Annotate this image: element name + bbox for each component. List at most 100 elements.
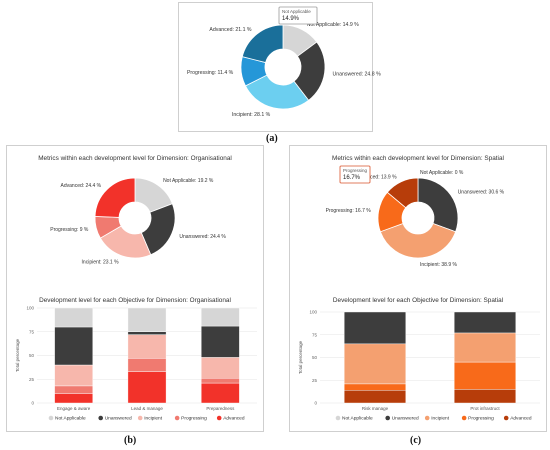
c-xtick-prot-infrastruct: Prot infrastruct [470, 406, 500, 411]
a-label-unanswered: Unanswered: 24.8 % [333, 72, 382, 78]
b-bar-incipient-engage-aware [54, 364, 93, 387]
a-label-progressing: Progressing: 11.4 % [187, 70, 234, 76]
c-slice-unanswered [417, 177, 459, 233]
c-legend-marker-advanced [503, 415, 509, 421]
b-xtick-preparedness: Preparedness [206, 406, 235, 411]
b-donut-title: Metrics within each development level fo… [38, 155, 232, 162]
c-bar-incipient-risk-manage [344, 343, 406, 385]
b-legend-marker-advanced [216, 415, 222, 421]
panel-b: Metrics within each development level fo… [6, 145, 264, 432]
c-legend-progressing: Progressing [468, 416, 494, 422]
c-slice-advanced [386, 177, 419, 209]
caption-b: (b) [124, 435, 137, 446]
c-bar-unanswered-risk-manage [344, 311, 406, 345]
c-ylabel: Total percentage [298, 340, 303, 374]
c-bar-advanced-prot-infrastruct [453, 389, 516, 404]
b-legend-not-applicable: Not Applicable [55, 416, 86, 422]
c-legend-marker-unanswered [385, 415, 390, 421]
c-label-not-applicable: Not Applicable: 0 % [420, 170, 464, 176]
b-bar-progressing-lead-manage [127, 358, 167, 372]
b-bar-advanced-lead-manage [127, 371, 167, 404]
b-bar-incipient-preparedness [201, 357, 240, 379]
c-slice-incipient [379, 222, 457, 259]
c-legend-not-applicable: Not Applicable [342, 416, 373, 422]
panel-c: Metrics within each development level fo… [289, 145, 547, 432]
caption-a: (a) [266, 133, 278, 144]
b-label-unanswered: Unanswered: 24.4 % [179, 234, 226, 240]
b-xtick-lead-manage: Lead & manage [131, 406, 163, 411]
c-ytick: 0 [314, 401, 317, 406]
panel-a: Not Applicable: 14.9 % Unanswered: 24.8 %… [178, 2, 381, 132]
charts-spatial: Metrics within each development level fo… [298, 155, 540, 422]
c-xtick-risk-manage: Risk manage [362, 406, 389, 411]
b-ylabel: Total percentage [15, 338, 20, 372]
b-bar-progressing-preparedness [201, 378, 240, 384]
c-bar-unanswered-prot-infrastruct [453, 311, 516, 334]
c-bar-progressing-risk-manage [344, 383, 406, 391]
c-donut-title: Metrics within each development level fo… [332, 155, 504, 162]
c-tooltip [339, 165, 371, 184]
b-bar-incipient-lead-manage [127, 334, 167, 359]
b-label-advanced: Advanced: 24.4 % [61, 183, 102, 189]
a-tooltip-title: Not Applicable [282, 9, 311, 14]
b-ytick: 0 [31, 401, 34, 406]
b-legend-marker-unanswered [98, 415, 103, 421]
b-label-progressing: Progressing: 9 % [50, 227, 89, 233]
b-label-not-applicable: Not Applicable: 19.2 % [163, 178, 214, 184]
a-label-not-applicable: Not Applicable: 14.9 % [307, 22, 360, 28]
c-ytick: 100 [309, 310, 317, 315]
c-label-advanced: Advanced: 13.9 % [356, 174, 397, 180]
c-legend-unanswered: Unanswered [392, 416, 419, 422]
a-label-advanced: Advanced: 21.1 % [209, 27, 251, 33]
charts-organisational: Metrics within each development level fo… [15, 155, 257, 422]
b-slice-incipient [99, 225, 152, 259]
a-slice-incipient [244, 74, 310, 110]
donut-chart-a: Not Applicable: 14.9 % Unanswered: 24.8 %… [187, 6, 381, 118]
c-legend-advanced: Advanced [510, 416, 532, 422]
a-slice-advanced [241, 24, 284, 64]
b-legend-marker-not-applicable [48, 415, 54, 421]
b-bar-advanced-preparedness [201, 382, 240, 404]
b-ytick: 100 [26, 306, 34, 311]
b-bar-advanced-engage-aware [54, 393, 93, 404]
c-label-incipient: Incipient: 38.9 % [420, 262, 458, 268]
b-bar-unanswered-lead-manage [127, 331, 167, 335]
b-label-incipient: Incipient: 23.1 % [82, 260, 120, 266]
c-bar-progressing-prot-infrastruct [453, 361, 516, 390]
a-tooltip-value: 14.9% [282, 16, 300, 22]
b-bar-not-applicable-lead-manage [127, 307, 167, 332]
b-ytick: 50 [29, 353, 35, 358]
c-legend-marker-not-applicable [335, 415, 341, 421]
b-bar-not-applicable-preparedness [201, 307, 240, 327]
b-legend-advanced: Advanced [223, 416, 245, 422]
b-bar-unanswered-engage-aware [54, 326, 93, 366]
a-tooltip [278, 6, 318, 25]
c-legend-marker-progressing [461, 415, 467, 421]
c-bar-advanced-risk-manage [344, 390, 406, 404]
c-tooltip-title: Progressing [343, 168, 368, 173]
c-bar-incipient-prot-infrastruct [453, 332, 516, 363]
b-ytick: 25 [29, 377, 35, 382]
b-legend-incipient: Incipient [144, 416, 163, 422]
b-bar-not-applicable-engage-aware [54, 307, 93, 328]
b-legend-marker-incipient [137, 415, 143, 421]
b-ytick: 75 [29, 329, 35, 334]
b-slice-advanced [94, 177, 136, 218]
b-legend-progressing: Progressing [181, 416, 207, 422]
b-legend-marker-progressing [174, 415, 180, 421]
c-ytick: 75 [312, 332, 318, 337]
c-bar-title: Development level for each Objective for… [333, 297, 503, 304]
a-label-incipient: Incipient: 28.1 % [232, 112, 271, 118]
a-slice-unanswered [293, 41, 326, 101]
b-bar-progressing-engage-aware [54, 385, 93, 394]
b-bar-title: Development level for each Objective for… [39, 297, 231, 304]
b-bar-unanswered-preparedness [201, 325, 240, 358]
caption-c: (c) [410, 435, 422, 446]
c-tooltip-value: 16.7% [343, 175, 361, 181]
c-legend-incipient: Incipient [431, 416, 450, 422]
c-ytick: 25 [312, 378, 318, 383]
c-label-progressing: Progressing: 16.7 % [326, 208, 372, 214]
c-ytick: 50 [312, 355, 318, 360]
b-legend-unanswered: Unanswered [105, 416, 132, 422]
c-legend-marker-incipient [424, 415, 430, 421]
